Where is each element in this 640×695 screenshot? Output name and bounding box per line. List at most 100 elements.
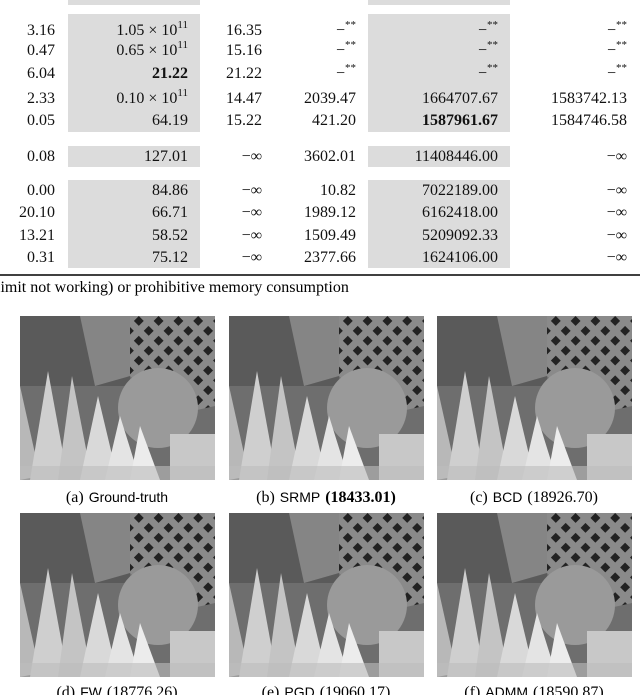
table-cell: 2.33 [27,90,55,107]
table-cell: 5209092.33 [422,227,498,244]
table-cell: −** [607,19,627,39]
cell-sup: ** [345,19,356,31]
table-cell: 0.47 [27,42,55,59]
cell-base: − [336,42,345,59]
shade-block [68,180,200,268]
table-cell: 1989.12 [304,204,356,221]
caption-tag: (b) [256,489,275,506]
table-cell: 21.22 [152,65,188,82]
cell-base: − [336,65,345,82]
table-cell: 75.12 [152,249,188,266]
table-cell: 1664707.67 [422,90,498,107]
table-cell: 1583742.13 [551,90,627,107]
table-shading [68,0,510,268]
table-cell: 6.04 [27,65,55,82]
cell-base: − [607,65,616,82]
caption-score: (18433.01) [325,489,396,506]
table-cell: −** [336,19,356,39]
table: 3.16 1.05 × 1011 16.35 −** −** −**0.47 0.65 × … [19,19,627,266]
depth-image [229,316,424,480]
table-cell: 20.10 [19,204,55,221]
table-cell: 7022189.00 [422,182,498,199]
table-cell: −** [478,19,498,39]
shade-block [368,146,510,167]
caption-score: (18590.87) [533,684,604,695]
cell-sup: 11 [177,19,188,31]
table-cell: 3.16 [27,22,55,39]
table-cell: 64.19 [152,112,188,129]
table-cell: 14.47 [226,90,262,107]
table-cell: 3602.01 [304,148,356,165]
cell-sup: ** [616,62,627,74]
table-cell: 1624106.00 [422,249,498,266]
table-cell: 0.00 [27,182,55,199]
cell-sup: 11 [177,39,188,51]
caption-tag: (c) [470,489,488,506]
table-cell: 84.86 [152,182,188,199]
table-cell: −∞ [242,182,262,199]
table-cell: 0.05 [27,112,55,129]
depth-image [20,513,215,677]
cell-base: − [478,22,487,39]
table-cell: 0.31 [27,249,55,266]
table-cell: −∞ [242,148,262,165]
caption-name: Ground-truth [89,489,168,505]
table-cell: −∞ [242,204,262,221]
table-cell: −** [607,62,627,82]
figure-caption: (c) BCD (18926.70) [470,489,598,506]
figure-caption: (f) ADMM (18590.87) [464,684,603,695]
cell-sup: ** [345,39,356,51]
figure-caption: (a) Ground-truth [66,489,168,506]
table-cell: 21.22 [226,65,262,82]
table-cell: 13.21 [19,227,55,244]
depth-image [437,513,632,677]
caption-tag: (a) [66,489,84,506]
table-cell: −** [607,39,627,59]
depth-image [437,316,632,480]
table-cell: 6162418.00 [422,204,498,221]
cell-base: − [478,42,487,59]
table-cell: 1.05 × 1011 [116,19,188,39]
table-cell: 0.10 × 1011 [116,87,188,107]
table-cell: 15.22 [226,112,262,129]
cell-sup: ** [345,62,356,74]
cell-base: − [607,42,616,59]
cell-sup: 11 [177,87,188,99]
figure-caption: (e) PGD (19060.17) [262,684,391,695]
cell-base: − [478,65,487,82]
figure-caption: (b) SRMP (18433.01) [256,489,396,506]
table-cell: −∞ [607,227,627,244]
table-cell: 58.52 [152,227,188,244]
caption-tag: (d) [56,684,75,695]
table-cell: −** [478,39,498,59]
shade-top [368,0,510,5]
cell-sup: ** [487,62,498,74]
table-cell: 1587961.67 [422,112,498,129]
caption-score: (19060.17) [320,684,391,695]
table-cell: 16.35 [226,22,262,39]
cell-base: − [607,22,616,39]
shade-block [68,14,200,132]
captions: (a) Ground-truth (b) SRMP (18433.01) (c) BCD (1… [56,489,603,695]
cell-base: 1.05 × 10 [116,22,177,39]
caption-tag: (e) [262,684,280,695]
table-cell: −** [478,62,498,82]
shade-top [68,0,200,5]
table-cell: −∞ [607,249,627,266]
caption-name: ADMM [485,684,528,695]
caption-name: FW [80,684,103,695]
table-cell: 1584746.58 [551,112,627,129]
table-cell: 2377.66 [304,249,356,266]
table-cell: −** [336,62,356,82]
table-cell: 1509.49 [304,227,356,244]
caption-score: (18776.26) [107,684,178,695]
table-cell: 421.20 [312,112,356,129]
table-cell: 15.16 [226,42,262,59]
cell-base: 0.10 × 10 [116,90,177,107]
depth-image [20,316,215,480]
shade-block [68,146,200,167]
cell-sup: ** [616,19,627,31]
table-cell: −∞ [607,182,627,199]
table-cell: 0.08 [27,148,55,165]
